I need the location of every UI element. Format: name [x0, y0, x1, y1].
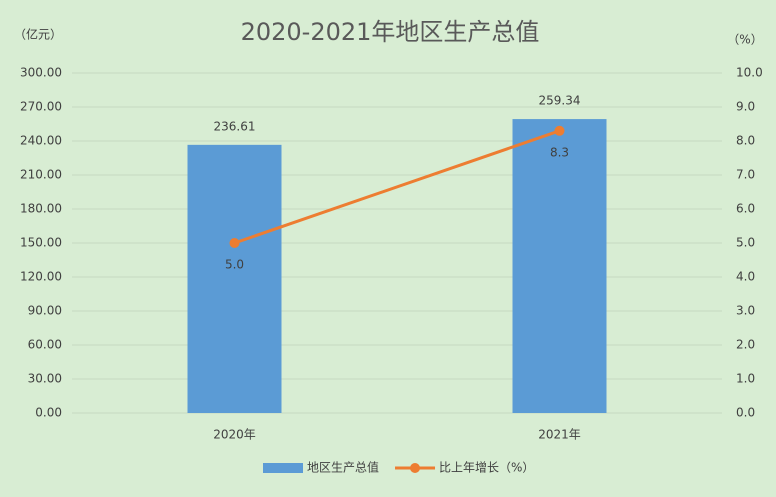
y2-tick-label: 3.0 [736, 304, 755, 318]
y-tick-label: 120.00 [20, 270, 62, 284]
y-tick-label: 180.00 [20, 202, 62, 216]
y-tick-label: 30.00 [28, 372, 62, 386]
bar [512, 119, 607, 414]
y2-tick-label: 0.0 [736, 406, 755, 420]
x-tick-label: 2021年 [538, 428, 581, 442]
y2-tick-label: 6.0 [736, 202, 755, 216]
line-point [554, 125, 565, 136]
y-tick-label: 0.00 [35, 406, 62, 420]
data-label: 259.34 [539, 94, 581, 108]
legend-label: 比上年增长（%） [439, 461, 534, 475]
y-tick-label: 60.00 [28, 338, 62, 352]
line [234, 129, 560, 245]
y2-axis-label: （%） [727, 33, 762, 47]
x-tick-label: 2020年 [213, 428, 256, 442]
line-point [229, 238, 240, 248]
data-label: 236.61 [214, 119, 256, 133]
y2-tick-label: 4.0 [736, 270, 755, 284]
y-tick-label: 90.00 [28, 304, 62, 318]
data-label: 8.3 [550, 145, 569, 159]
y-tick-label: 300.00 [20, 66, 62, 80]
y2-tick-label: 10.0 [736, 66, 763, 80]
y2-tick-label: 7.0 [736, 168, 755, 182]
y2-tick-label: 9.0 [736, 100, 755, 114]
y-axis-label: （亿元） [14, 27, 62, 42]
y-tick-label: 240.00 [20, 134, 62, 148]
y2-tick-label: 1.0 [736, 372, 755, 386]
chart-title: 2020-2021年地区生产总值 [241, 18, 540, 46]
y-tick-label: 150.00 [20, 236, 62, 250]
legend-swatch [263, 463, 303, 473]
y-tick-label: 270.00 [20, 100, 62, 114]
y2-tick-label: 8.0 [736, 134, 755, 148]
legend-label: 地区生产总值 [307, 460, 379, 475]
data-label: 5.0 [225, 258, 244, 272]
legend-marker [410, 463, 421, 473]
bar [187, 144, 282, 414]
y-tick-label: 210.00 [20, 168, 62, 182]
y2-tick-label: 2.0 [736, 338, 755, 352]
y2-tick-label: 5.0 [736, 236, 755, 250]
